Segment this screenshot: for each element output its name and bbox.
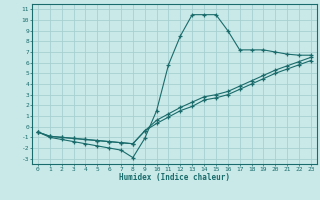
X-axis label: Humidex (Indice chaleur): Humidex (Indice chaleur) xyxy=(119,173,230,182)
